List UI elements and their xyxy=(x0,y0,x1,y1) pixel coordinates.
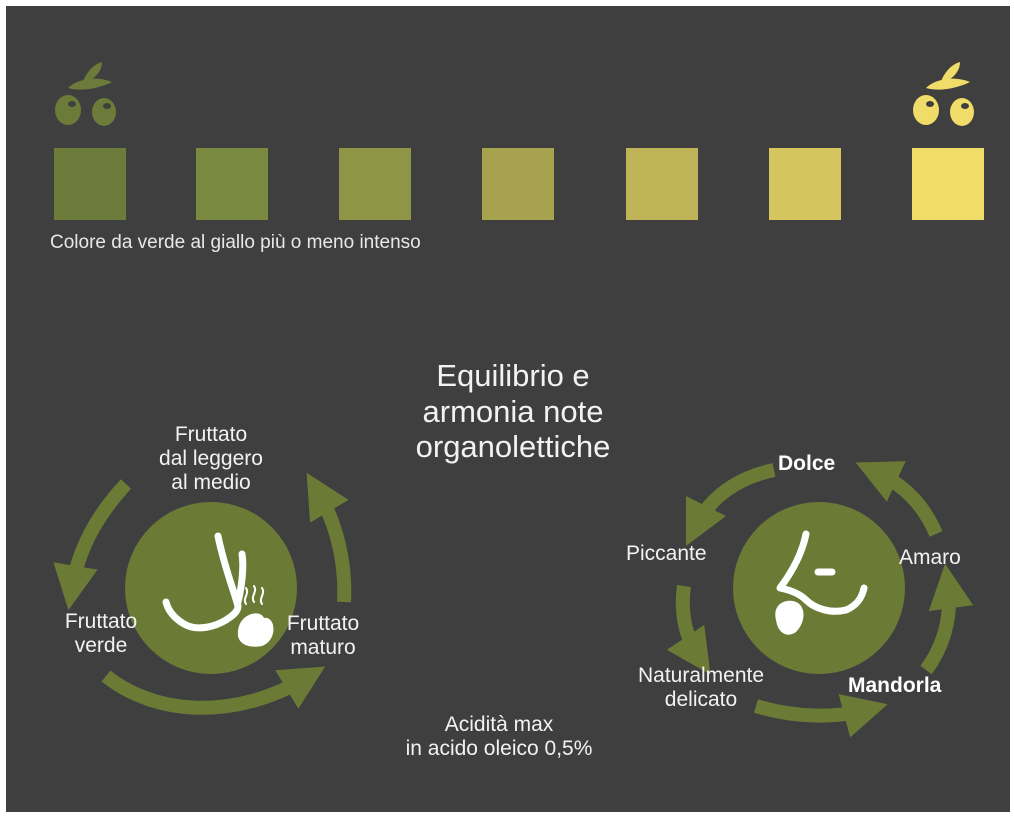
olive-branch-icon xyxy=(55,62,116,126)
center-title-line: Equilibrio e xyxy=(436,358,590,393)
palette-caption: Colore da verde al giallo più o meno int… xyxy=(50,232,421,253)
label-line: maturo xyxy=(290,636,356,660)
label-fruity-green: Fruttato verde xyxy=(46,610,156,658)
label-sweet: Dolce xyxy=(778,452,836,475)
label-line: al medio xyxy=(171,471,251,495)
color-swatch-7 xyxy=(912,148,984,220)
cycle-arrow xyxy=(920,563,974,675)
taste-circle xyxy=(733,502,905,674)
face-tasting-icon xyxy=(776,530,868,615)
diagram-panel: Colore da verde al giallo più o meno int… xyxy=(6,6,1010,812)
cycle-arrow xyxy=(306,472,352,603)
label-naturally-delicate: Naturalmente delicato xyxy=(626,664,776,712)
cycle-arrow xyxy=(685,463,776,547)
acidity-line: Acidità max xyxy=(444,713,554,736)
label-fruity-light-medium: Fruttato dal leggero al medio xyxy=(136,423,286,495)
color-swatch-6 xyxy=(769,148,841,220)
cycle-arrow xyxy=(101,666,326,715)
color-swatch-1 xyxy=(54,148,126,220)
color-swatch-5 xyxy=(626,148,698,220)
label-line: delicato xyxy=(664,688,738,712)
label-fruity-ripe: Fruttato maturo xyxy=(270,612,376,660)
label-spicy: Piccante xyxy=(626,542,707,565)
cycle-arrow xyxy=(666,584,711,675)
label-line: dal leggero xyxy=(159,447,263,471)
label-line: verde xyxy=(74,634,128,658)
center-title-line: organolettiche xyxy=(415,429,611,465)
label-almond: Mandorla xyxy=(848,674,942,697)
label-line: Fruttato xyxy=(174,423,248,446)
acidity-note: Acidità max in acido oleico 0,5% xyxy=(368,713,630,761)
center-title-line: armonia note xyxy=(422,393,604,429)
cycle-arrow xyxy=(53,479,132,611)
acidity-line: in acido oleico 0,5% xyxy=(405,737,593,761)
nose-smelling-icon xyxy=(162,532,247,632)
diagram-graphics xyxy=(53,62,974,738)
cycle-arrow xyxy=(753,694,888,738)
label-bitter: Amaro xyxy=(899,546,961,569)
olive-branch-icon xyxy=(913,62,974,126)
color-swatch-4 xyxy=(482,148,554,220)
label-line: Fruttato xyxy=(64,610,138,633)
color-swatch-3 xyxy=(339,148,411,220)
label-line: Naturalmente xyxy=(637,664,765,687)
color-swatch-2 xyxy=(196,148,268,220)
label-line: Fruttato xyxy=(286,612,360,635)
center-title: Equilibrio e armonia note organolettiche xyxy=(378,358,648,465)
cycle-arrow xyxy=(855,461,943,537)
